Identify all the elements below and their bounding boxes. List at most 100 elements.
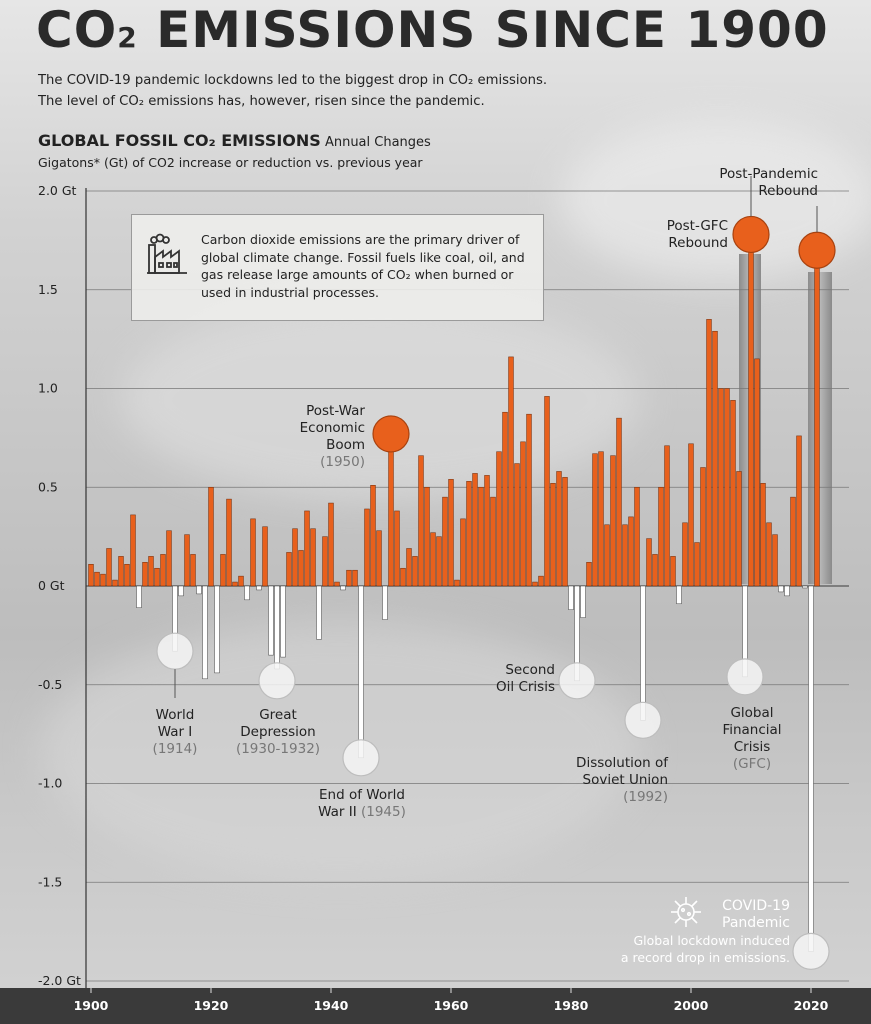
bar-1969 <box>502 411 508 587</box>
bar-2016 <box>784 585 790 597</box>
bar-1931 <box>274 585 280 670</box>
x-axis-band <box>0 988 871 1024</box>
smoke-cloud <box>40 620 640 880</box>
bar-2014 <box>772 534 778 587</box>
bar-1966 <box>484 475 490 587</box>
x-tick-label: 1900 <box>74 998 109 1013</box>
bar-1916 <box>184 534 190 587</box>
highlight-marker <box>624 701 662 739</box>
bar-1925 <box>238 575 244 587</box>
bar-1974 <box>532 581 538 587</box>
bar-1907 <box>130 514 136 587</box>
annotation-gfc: Global Financial Crisis (GFC) <box>722 705 782 772</box>
bar-1912 <box>160 554 166 587</box>
bar-2021 <box>814 250 820 587</box>
bar-1987 <box>610 455 616 587</box>
bar-1950 <box>388 433 394 587</box>
bar-1903 <box>106 548 112 587</box>
bar-1930 <box>268 585 274 656</box>
bar-1924 <box>232 581 238 587</box>
bar-2000 <box>688 443 694 587</box>
bar-2007 <box>730 400 736 587</box>
bar-1978 <box>556 471 562 587</box>
bar-2018 <box>796 435 802 587</box>
y-tick-label: 0.5 <box>38 479 58 494</box>
bar-1922 <box>220 554 226 587</box>
bar-1976 <box>544 396 550 587</box>
bar-1959 <box>442 496 448 587</box>
x-tick-label: 1960 <box>434 998 469 1013</box>
bar-1952 <box>400 567 406 587</box>
bar-2008 <box>736 471 742 587</box>
bar-2020 <box>808 585 814 952</box>
bar-1994 <box>652 554 658 587</box>
bar-1908 <box>136 585 142 608</box>
highlight-marker <box>372 415 410 453</box>
bar-1958 <box>436 536 442 587</box>
bar-1972 <box>520 441 526 587</box>
bar-1961 <box>454 579 460 587</box>
intro-line-2: The level of CO₂ emissions has, however,… <box>38 94 485 109</box>
y-tick-label: 2.0 Gt <box>38 183 77 198</box>
y-tick-label: 1.0 <box>38 381 58 396</box>
bar-1940 <box>328 502 334 587</box>
highlight-marker <box>156 632 194 670</box>
bar-1901 <box>94 571 100 587</box>
bar-1973 <box>526 413 532 587</box>
bar-1984 <box>592 453 598 587</box>
bar-1989 <box>622 524 628 587</box>
bar-2006 <box>724 388 730 587</box>
bar-1945 <box>358 585 364 759</box>
bar-1919 <box>202 585 208 680</box>
chimney <box>808 272 832 584</box>
bar-1965 <box>478 487 484 587</box>
bar-1929 <box>262 526 268 587</box>
bar-1999 <box>682 522 688 587</box>
bar-1991 <box>634 487 640 587</box>
bar-1955 <box>418 455 424 587</box>
bar-1953 <box>406 548 412 587</box>
bar-1996 <box>664 445 670 587</box>
y-tick-label: 0 Gt <box>38 578 65 593</box>
bar-2013 <box>766 522 772 587</box>
bar-1948 <box>376 530 382 587</box>
bar-1902 <box>100 573 106 587</box>
bar-1939 <box>322 536 328 587</box>
y-tick-label: 1.5 <box>38 282 58 297</box>
bar-1962 <box>460 518 466 587</box>
bar-1947 <box>370 485 376 587</box>
bar-1905 <box>118 556 124 587</box>
bar-1927 <box>250 518 256 587</box>
bar-1985 <box>598 451 604 587</box>
bar-1995 <box>658 487 664 587</box>
highlight-marker <box>726 658 764 696</box>
y-tick-label: -2.0 Gt <box>38 973 81 988</box>
bar-1944 <box>352 569 358 587</box>
intro-line-1: The COVID-19 pandemic lockdowns led to t… <box>38 73 548 88</box>
bar-1923 <box>226 498 232 587</box>
bar-1936 <box>304 510 310 587</box>
y-tick-label: -1.5 <box>38 874 62 889</box>
bar-2015 <box>778 585 784 593</box>
annotation-covid: COVID-19 Pandemic Global lockdown induce… <box>620 898 790 965</box>
bar-1926 <box>244 585 250 601</box>
factory-icon <box>147 233 187 274</box>
bar-1964 <box>472 473 478 587</box>
highlight-marker <box>792 932 830 970</box>
bar-1983 <box>586 562 592 587</box>
bar-1963 <box>466 481 472 587</box>
bar-1937 <box>310 528 316 587</box>
bar-1967 <box>490 496 496 587</box>
bar-2017 <box>790 496 796 587</box>
bar-2011 <box>754 358 760 587</box>
chart-title: GLOBAL FOSSIL CO₂ EMISSIONS Annual Chang… <box>38 131 431 150</box>
annotation-oil-crisis: Second Oil Crisis <box>496 662 555 695</box>
bar-1917 <box>190 554 196 587</box>
x-tick-label: 1920 <box>194 998 229 1013</box>
bar-1906 <box>124 564 130 587</box>
bar-1979 <box>562 477 568 587</box>
annotation-post-war-boom: Post-War Economic Boom (1950) <box>299 403 365 470</box>
highlight-marker <box>798 231 836 269</box>
bar-1920 <box>208 487 214 587</box>
